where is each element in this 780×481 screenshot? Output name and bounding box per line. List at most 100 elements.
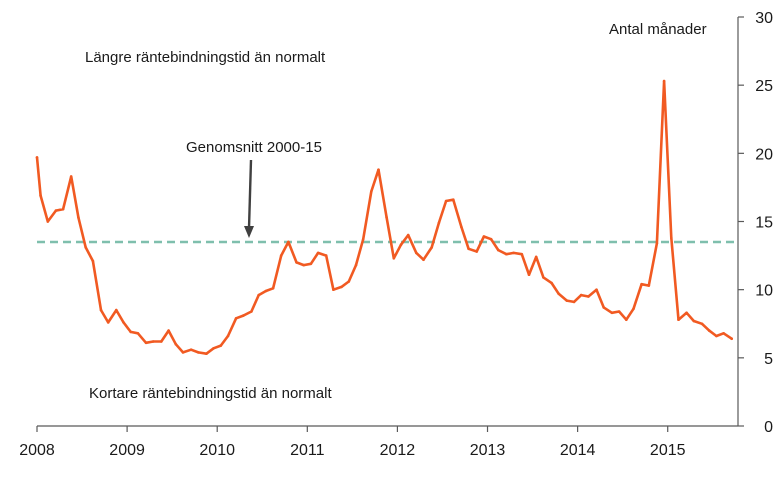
data-point: [35, 156, 39, 159]
average-arrow-head: [244, 226, 254, 238]
data-point: [226, 334, 230, 338]
data-point: [115, 308, 118, 312]
data-point: [520, 252, 524, 256]
data-point: [151, 340, 155, 343]
data-point: [655, 242, 659, 245]
data-point: [542, 276, 545, 279]
y-tick-label: 0: [764, 419, 773, 436]
y-tick-label: 30: [755, 10, 773, 27]
x-tick-label: 2013: [470, 442, 506, 459]
data-point: [587, 295, 590, 298]
series-line: [35, 79, 734, 356]
data-point: [361, 237, 365, 241]
data-point: [84, 246, 87, 249]
data-point: [406, 233, 410, 237]
x-tick-label: 2014: [560, 442, 596, 459]
data-point: [460, 225, 463, 229]
data-point: [527, 273, 531, 277]
data-point: [647, 284, 651, 287]
data-point: [197, 351, 200, 354]
data-point: [377, 168, 380, 171]
ylabel-antal-manader: Antal månader: [609, 21, 707, 38]
x-tick-label: 2011: [290, 442, 325, 459]
annotation-lower: Kortare räntebindningstid än normalt: [89, 385, 332, 402]
data-point: [332, 288, 335, 292]
data-point: [722, 332, 725, 335]
data-point: [160, 340, 163, 343]
data-point: [482, 235, 486, 238]
data-point: [632, 307, 635, 311]
data-point: [61, 207, 65, 211]
data-point: [730, 337, 733, 341]
series-group: [35, 79, 734, 356]
data-point: [340, 285, 343, 289]
data-point: [316, 251, 320, 255]
data-point: [279, 254, 283, 257]
data-point: [189, 348, 193, 352]
data-point: [302, 263, 306, 267]
data-point: [677, 318, 680, 322]
data-point: [99, 308, 103, 312]
data-point: [257, 293, 261, 297]
data-point: [475, 250, 479, 253]
y-tick-label: 25: [755, 78, 773, 95]
x-axis-ticks: 2008 2009 2010 2011 2012 2013 2014 2015: [19, 426, 686, 459]
data-point: [610, 311, 614, 315]
data-point: [625, 318, 628, 322]
data-point: [77, 216, 80, 219]
data-point: [579, 293, 583, 297]
average-label: Genomsnitt 2000-15: [186, 139, 322, 156]
data-point: [715, 334, 718, 338]
data-point: [640, 282, 643, 286]
y-axis-ticks: 0 5 10 15 20 25 30: [738, 10, 773, 436]
data-point: [692, 319, 696, 323]
data-point: [136, 332, 140, 335]
data-point: [370, 190, 373, 193]
data-point: [242, 314, 245, 317]
data-point: [512, 251, 515, 255]
data-point: [662, 79, 666, 83]
y-tick-label: 20: [755, 146, 773, 163]
data-point: [572, 300, 576, 304]
x-tick-label: 2012: [380, 442, 416, 459]
data-point: [54, 209, 58, 212]
data-point: [106, 321, 110, 324]
data-point: [467, 247, 470, 251]
y-tick-label: 15: [755, 215, 773, 232]
annotation-upper: Längre räntebindningstid än normalt: [85, 49, 326, 66]
data-point: [324, 254, 328, 257]
data-point: [181, 351, 185, 354]
data-point: [354, 263, 358, 267]
data-point: [250, 310, 253, 313]
data-point: [174, 342, 178, 346]
data-point: [129, 330, 132, 334]
data-point: [347, 280, 351, 283]
data-point: [700, 322, 704, 326]
data-point: [670, 236, 673, 240]
data-point: [69, 175, 73, 178]
data-point: [271, 287, 275, 290]
data-point: [295, 261, 298, 264]
data-point: [534, 255, 538, 259]
x-tick-label: 2008: [19, 442, 55, 459]
data-point: [595, 288, 598, 292]
data-point: [707, 329, 711, 332]
data-point: [264, 289, 268, 293]
data-point: [219, 344, 223, 347]
data-point: [437, 221, 441, 225]
x-tick-label: 2010: [199, 442, 235, 459]
y-tick-label: 5: [764, 351, 773, 368]
data-point: [399, 243, 403, 246]
data-point: [392, 257, 396, 260]
data-point: [415, 251, 418, 255]
data-point: [565, 299, 569, 302]
data-point: [602, 306, 605, 309]
data-point: [489, 237, 493, 241]
data-point: [167, 329, 170, 332]
data-point: [444, 199, 448, 203]
data-point: [287, 240, 290, 244]
data-point: [452, 198, 455, 201]
data-point: [205, 352, 208, 356]
data-point: [122, 321, 125, 324]
data-point: [91, 259, 95, 263]
